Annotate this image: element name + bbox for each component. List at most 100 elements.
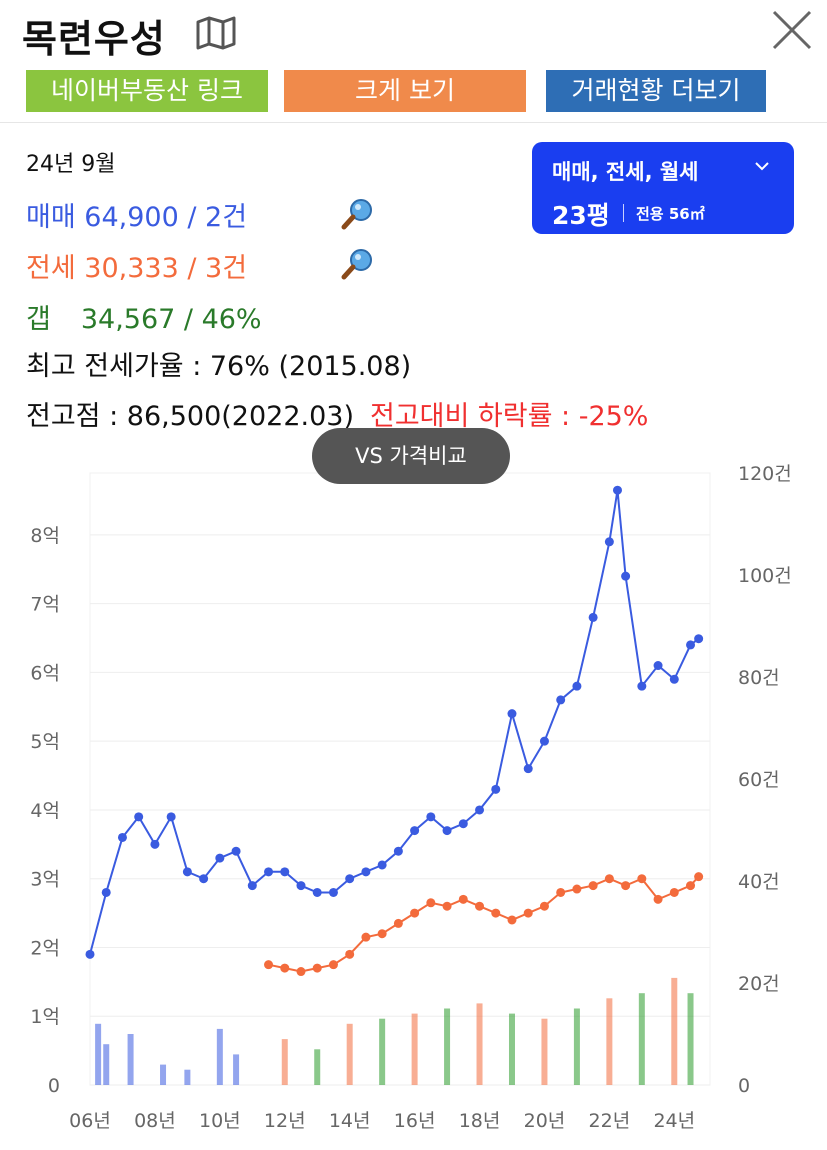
lease-price-point [475,901,485,911]
sale-price-point [653,661,663,671]
sale-price-point [572,681,582,691]
y-right-tick-label: 120건 [738,463,792,485]
close-icon[interactable] [770,8,814,56]
sale-price-point [523,764,533,774]
lease-price-line [268,875,700,973]
sale-price-point [442,826,452,836]
lease-price-point [523,908,533,918]
y-right-tick-label: 80건 [738,667,780,689]
sale-price-point [491,784,501,794]
lease-price-point [377,929,387,939]
volume-bar [314,1049,321,1085]
y-left-tick-label: 0 [48,1075,60,1097]
volume-bar [127,1034,134,1085]
y-right-tick-label: 60건 [738,769,780,791]
lease-price-point [280,963,290,973]
sale-price-point [426,812,436,822]
more-transactions-button[interactable]: 거래현황 더보기 [546,70,766,112]
sale-price-point [182,867,192,877]
x-tick-label: 16년 [394,1110,436,1132]
chevron-down-icon [754,156,770,177]
sale-price-line [89,490,700,955]
sale-price-point [604,537,614,547]
y-left-tick-label: 1억 [30,1006,60,1028]
sale-price-point [393,846,403,856]
plot-area [89,472,711,1086]
sale-value: 64,900 / 2건 [84,202,248,233]
sale-price-point [458,819,468,829]
type-selector[interactable]: 매매, 전세, 월세 23평 전용 56㎡ [532,142,794,234]
enlarge-button[interactable]: 크게 보기 [284,70,526,112]
sale-price-point [621,571,631,581]
x-tick-label: 18년 [459,1110,501,1132]
lease-price-point [393,918,403,928]
volume-bar [281,1039,288,1085]
volume-bar [184,1069,191,1085]
volume-bar [541,1018,548,1085]
x-tick-label: 12년 [264,1110,306,1132]
x-tick-label: 14년 [329,1110,371,1132]
sale-price-point [166,812,176,822]
x-tick-label: 20년 [524,1110,566,1132]
y-left-tick-label: 7억 [30,594,60,616]
sale-label: 매매 [26,202,76,233]
sale-price-point [150,839,160,849]
sale-price-point [85,949,95,959]
lease-summary: 전세 30,333 / 3건 [26,246,247,285]
vs-compare-button[interactable]: VS 가격비교 [312,428,510,484]
divider [0,122,827,123]
period-label: 24년 9월 [26,152,116,177]
volume-bar [160,1064,167,1085]
map-icon[interactable] [195,16,237,54]
sale-summary: 매매 64,900 / 2건 [26,195,247,234]
sale-price-point [669,674,679,684]
y-left-tick-label: 8억 [30,525,60,547]
volume-bar [476,1003,483,1085]
naver-link-button[interactable]: 네이버부동산 링크 [26,70,268,112]
x-tick-label: 10년 [199,1110,241,1132]
area-pyeong: 23평 [552,201,610,230]
gap-label: 갭 [26,304,51,335]
lease-price-point [572,884,582,894]
y-left-tick-label: 5억 [30,731,60,753]
sale-price-point [117,832,127,842]
sale-price-point [345,874,355,884]
peak-value: 전고점 : 86,500(2022.03) [26,401,354,432]
volume-bar [233,1054,240,1085]
y-left-tick-label: 6억 [30,662,60,684]
x-tick-label: 24년 [653,1110,695,1132]
search-icon[interactable] [340,246,376,286]
lease-price-point [312,963,322,973]
volume-bar [216,1028,223,1085]
price-chart: 0 1억 2억 3억 4억 5억 6억 7억 8억 0 20건 40건 60건 80건 100건 120건 06… [30,463,792,1132]
sale-price-point [231,846,241,856]
sale-price-point [296,881,306,891]
sale-price-point [588,612,598,622]
sale-price-point [199,874,209,884]
sale-price-point [312,887,322,897]
volume-bar [95,1023,102,1085]
sale-price-point [280,867,290,877]
lease-price-point [296,967,306,977]
volume-bar [606,998,613,1085]
sale-price-point [475,805,485,815]
lease-price-point [410,908,420,918]
volume-bar [379,1018,386,1085]
lease-price-point [426,898,436,908]
sale-price-point [264,867,274,877]
y-left-tick-label: 4억 [30,800,60,822]
x-tick-label: 08년 [134,1110,176,1132]
sale-price-point [612,485,622,495]
lease-price-point [637,874,647,884]
x-tick-label: 22년 [589,1110,631,1132]
volume-bar [671,977,678,1085]
volume-bar [411,1013,418,1085]
separator [623,204,624,222]
lease-price-point [264,960,274,970]
sale-price-point [247,881,257,891]
y-right-tick-label: 20건 [738,973,780,995]
volume-bar [508,1013,515,1085]
lease-price-point [653,894,663,904]
lease-price-point [604,874,614,884]
search-icon[interactable] [340,196,376,236]
